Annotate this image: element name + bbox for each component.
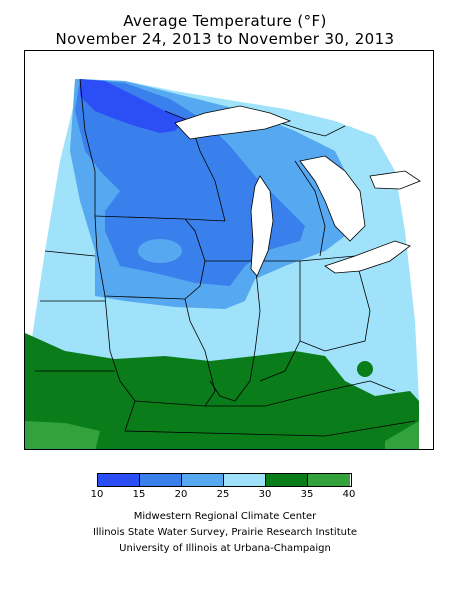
map-date-range: November 24, 2013 to November 30, 2013: [55, 30, 395, 48]
lake-erie: [324, 240, 411, 274]
great-lakes: [174, 105, 421, 277]
band-35-40-sw: [25, 421, 100, 449]
legend-tick-40: 40: [342, 489, 356, 500]
legend-box-35-40: [308, 474, 350, 486]
legend-box-30-35: [266, 474, 308, 486]
credit-line-isws: Illinois State Water Survey, Prairie Res…: [92, 527, 358, 538]
legend-ticks: 10 15 20 25 30 35 40: [91, 487, 356, 501]
map-svg: [25, 51, 433, 449]
legend-tick-35: 35: [300, 489, 314, 500]
band-30-35-kentucky-spot: [357, 361, 373, 377]
lake-ontario: [369, 170, 421, 190]
color-legend: 10 15 20 25 30 35 40: [91, 473, 356, 501]
band-10-15: [80, 79, 185, 133]
lake-huron: [299, 155, 366, 242]
legend-box-10-15: [98, 474, 140, 486]
credit-line-uiuc: University of Illinois at Urbana-Champai…: [119, 543, 331, 554]
legend-tick-20: 20: [174, 489, 188, 500]
map-title: Average Temperature (°F): [123, 12, 327, 30]
legend-box-20-25: [182, 474, 224, 486]
lake-michigan: [250, 175, 274, 277]
legend-color-bar: [97, 473, 352, 487]
lake-superior: [174, 105, 292, 140]
legend-tick-15: 15: [132, 489, 146, 500]
temperature-map: [24, 50, 434, 450]
band-30-35: [25, 333, 419, 449]
state-borders: [35, 78, 416, 437]
credit-line-mrcc: Midwestern Regional Climate Center: [133, 511, 317, 522]
legend-tick-10: 10: [90, 489, 104, 500]
legend-tick-25: 25: [216, 489, 230, 500]
band-20-25-iowa-patch: [138, 239, 182, 263]
band-35-40-se: [385, 421, 419, 449]
legend-box-15-20: [140, 474, 182, 486]
legend-tick-30: 30: [258, 489, 272, 500]
legend-box-25-30: [224, 474, 266, 486]
band-15-20: [75, 79, 305, 286]
